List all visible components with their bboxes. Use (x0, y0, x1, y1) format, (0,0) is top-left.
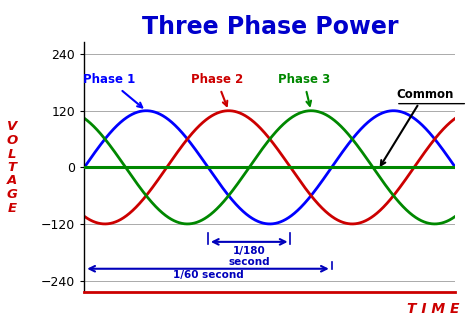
Text: 1/180
second: 1/180 second (228, 246, 270, 267)
Text: Phase 2: Phase 2 (191, 73, 243, 106)
Text: Common: Common (381, 87, 453, 165)
Text: V
O
L
T
A
G
E: V O L T A G E (6, 121, 18, 214)
Title: Three Phase Power: Three Phase Power (142, 15, 398, 39)
Text: T I M E: T I M E (407, 302, 459, 316)
Text: Phase 1: Phase 1 (83, 73, 142, 108)
Text: 1/60 second: 1/60 second (173, 270, 243, 280)
Text: Phase 3: Phase 3 (277, 73, 330, 106)
